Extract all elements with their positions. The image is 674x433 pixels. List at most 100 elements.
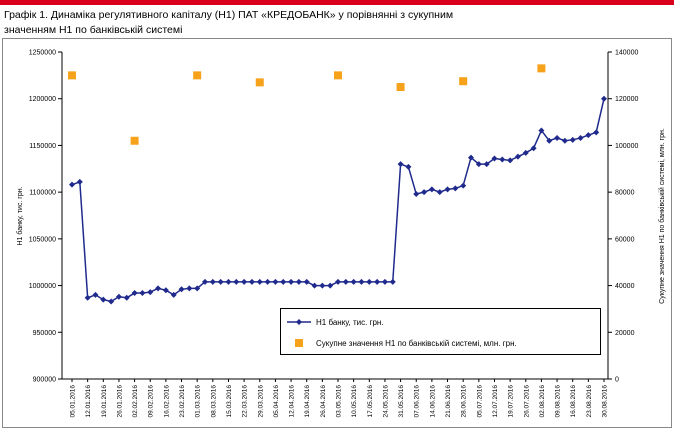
x-tick-label: 03.05.2016 [336, 385, 343, 418]
x-tick-label: 26.01.2016 [116, 385, 123, 418]
diamond-marker [522, 149, 529, 156]
y-tick-label: 900000 [33, 377, 56, 384]
y2-tick-label: 40000 [615, 283, 635, 290]
x-tick-label: 05.04.2016 [273, 385, 280, 418]
diamond-marker [381, 278, 388, 285]
diamond-marker [280, 278, 287, 285]
diamond-marker [335, 278, 341, 285]
diamond-marker [421, 189, 428, 196]
diamond-marker [507, 157, 514, 164]
x-tick-label: 16.08.2016 [570, 385, 577, 418]
x-tick-label: 30.08.2016 [602, 385, 609, 418]
x-tick-label: 16.02.2016 [163, 385, 170, 418]
x-tick-label: 28.06.2016 [461, 385, 468, 418]
y-tick-label: 1150000 [29, 143, 56, 150]
diamond-marker [514, 153, 521, 160]
x-tick-label: 23.02.2016 [179, 385, 186, 418]
diamond-marker [538, 127, 545, 134]
diamond-marker [397, 161, 404, 168]
diamond-marker [358, 278, 365, 285]
diamond-marker [69, 181, 75, 188]
y-tick-label: 1200000 [29, 96, 56, 103]
x-tick-label: 31.05.2016 [398, 385, 405, 418]
diamond-marker [92, 291, 99, 298]
diamond-marker [84, 294, 91, 301]
diamond-marker [444, 186, 451, 193]
x-tick-label: 22.03.2016 [242, 385, 249, 418]
diamond-marker [209, 278, 216, 285]
diamond-marker [554, 134, 561, 141]
diamond-marker [468, 154, 474, 161]
series-line [71, 98, 605, 303]
diamond-marker [374, 278, 381, 285]
y-axis-title: Н1 банку, тис. грн. [16, 186, 24, 245]
chart-title: Графік 1. Динаміка регулятивного капітал… [4, 9, 453, 21]
square-marker [130, 136, 139, 145]
y-tick-label: 1250000 [29, 50, 56, 57]
square-marker [68, 71, 76, 80]
y2-axis-title: Сукупне значення Н1 по банківській систе… [658, 128, 666, 304]
diamond-marker [233, 278, 240, 285]
x-tick-label: 12.04.2016 [289, 385, 296, 418]
square-marker [334, 71, 342, 80]
diamond-marker [147, 289, 154, 296]
square-marker [255, 78, 264, 87]
diamond-marker [131, 290, 138, 297]
x-tick-label: 05.01.2016 [70, 385, 77, 418]
diamond-marker [327, 282, 334, 289]
x-tick-label: 15.03.2016 [226, 385, 233, 418]
legend-marker [296, 319, 302, 325]
diamond-marker [100, 296, 107, 303]
x-tick-label: 12.01.2016 [85, 385, 92, 418]
diamond-marker [585, 132, 592, 139]
square-marker [396, 83, 405, 92]
diamond-marker [389, 278, 396, 285]
diamond-marker [295, 278, 302, 285]
diamond-marker [350, 278, 357, 285]
top-bar [0, 0, 674, 5]
diamond-marker [530, 145, 537, 152]
diamond-marker [475, 161, 482, 168]
square-marker [537, 64, 546, 73]
x-tick-label: 01.03.2016 [195, 385, 202, 418]
square-marker [459, 77, 468, 86]
chart-frame [2, 38, 672, 428]
diamond-marker [413, 191, 420, 198]
y2-tick-label: 120000 [615, 96, 638, 103]
x-tick-label: 02.02.2016 [132, 385, 139, 418]
y-tick-label: 1000000 [29, 283, 56, 290]
diamond-marker [311, 282, 318, 289]
legend-label: Н1 банку, тис. грн. [316, 318, 384, 327]
x-tick-label: 12.07.2016 [492, 385, 499, 418]
x-tick-label: 19.01.2016 [101, 385, 108, 418]
diamond-marker [561, 137, 568, 144]
diamond-marker [342, 278, 349, 285]
diamond-marker [272, 278, 279, 285]
legend-box [280, 308, 601, 355]
diamond-marker [186, 285, 193, 292]
y2-tick-label: 140000 [615, 50, 638, 57]
diamond-marker [319, 282, 326, 289]
diamond-marker [217, 278, 224, 285]
y2-tick-label: 0 [615, 377, 619, 384]
x-tick-label: 14.06.2016 [429, 385, 436, 418]
x-tick-label: 02.08.2016 [539, 385, 546, 418]
x-tick-label: 19.07.2016 [508, 385, 515, 418]
diamond-marker [577, 134, 584, 141]
chart-title: значенням Н1 по банківській системі [4, 24, 182, 36]
x-tick-label: 08.03.2016 [210, 385, 217, 418]
diamond-marker [256, 278, 263, 285]
diamond-marker [108, 298, 115, 305]
y-tick-label: 1050000 [29, 236, 56, 243]
x-tick-label: 24.05.2016 [382, 385, 389, 418]
diamond-marker [452, 185, 459, 192]
diamond-marker [601, 95, 607, 102]
y2-tick-label: 60000 [615, 236, 635, 243]
x-tick-label: 26.07.2016 [523, 385, 530, 418]
legend-label: Сукупне значення Н1 по банківській систе… [316, 339, 517, 348]
x-tick-label: 09.02.2016 [148, 385, 155, 418]
x-tick-label: 19.04.2016 [304, 385, 311, 418]
diamond-marker [76, 178, 83, 185]
diamond-marker [139, 290, 146, 297]
